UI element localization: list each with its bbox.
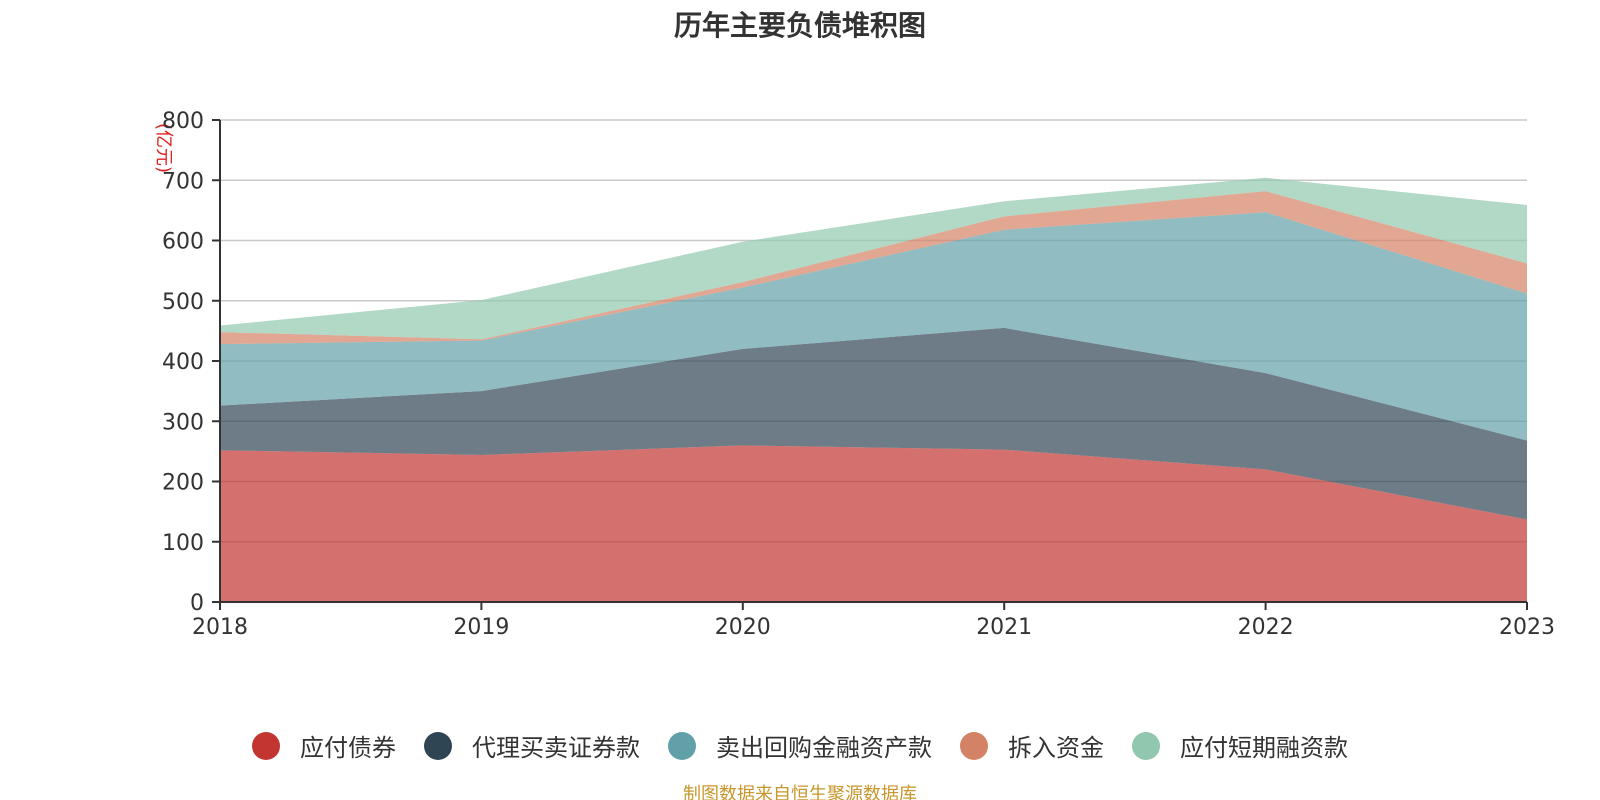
x-tick-label-2018: 2018 bbox=[192, 615, 248, 640]
legend-swatch bbox=[1132, 731, 1160, 760]
legend-swatch bbox=[252, 731, 280, 760]
y-tick-label-200: 200 bbox=[162, 471, 204, 496]
axes: (亿元) 0 100 200 300 400 500 600 700 800 2018 2019 20… bbox=[153, 109, 1555, 640]
area-series-4 bbox=[220, 177, 1527, 340]
area-series-0 bbox=[220, 445, 1527, 602]
area-series-1 bbox=[220, 327, 1527, 520]
legend-label: 卖出回购金融资产款 bbox=[716, 734, 932, 762]
x-tick-label-2020: 2020 bbox=[715, 615, 771, 640]
stacked-areas bbox=[220, 177, 1527, 602]
legend-item-1[interactable]: 代理买卖证券款 bbox=[424, 728, 640, 763]
legend-item-2[interactable]: 卖出回购金融资产款 bbox=[668, 728, 932, 763]
legend-label: 拆入资金 bbox=[1008, 734, 1104, 762]
legend-item-4[interactable]: 应付短期融资款 bbox=[1132, 728, 1348, 763]
chart-title: 历年主要负债堆积图 bbox=[673, 9, 926, 42]
y-tick-label-600: 600 bbox=[162, 230, 204, 255]
y-tick-label-800: 800 bbox=[162, 109, 204, 134]
y-tick-label-700: 700 bbox=[162, 169, 204, 194]
x-tick-label-2021: 2021 bbox=[976, 615, 1032, 640]
source-note: 制图数据来自恒生聚源数据库 bbox=[683, 784, 917, 800]
x-tick-label-2019: 2019 bbox=[453, 615, 509, 640]
chart-canvas: (亿元) 0 100 200 300 400 500 600 700 800 2018 2019 20… bbox=[153, 109, 1555, 640]
legend-item-3[interactable]: 拆入资金 bbox=[960, 728, 1104, 763]
legend-label: 应付债券 bbox=[300, 734, 396, 762]
legend-label: 代理买卖证券款 bbox=[472, 734, 640, 762]
y-tick-label-100: 100 bbox=[162, 531, 204, 556]
legend-swatch bbox=[960, 731, 988, 760]
y-axis-unit-label: (亿元) bbox=[153, 123, 174, 173]
area-series-2 bbox=[220, 212, 1527, 441]
y-tick-label-300: 300 bbox=[162, 410, 204, 435]
y-tick-label-0: 0 bbox=[190, 591, 204, 616]
legend-swatch bbox=[424, 731, 452, 760]
legend-item-0[interactable]: 应付债券 bbox=[252, 728, 396, 763]
legend-swatch bbox=[668, 731, 696, 760]
x-tick-label-2022: 2022 bbox=[1238, 615, 1294, 640]
y-tick-label-500: 500 bbox=[162, 290, 204, 315]
legend-label: 应付短期融资款 bbox=[1180, 734, 1348, 762]
x-tick-label-2023: 2023 bbox=[1499, 615, 1555, 640]
chart-legend: 应付债券 代理买卖证券款 卖出回购金融资产款 拆入资金 应付短期融资款 bbox=[0, 728, 1600, 763]
y-tick-label-400: 400 bbox=[162, 350, 204, 375]
